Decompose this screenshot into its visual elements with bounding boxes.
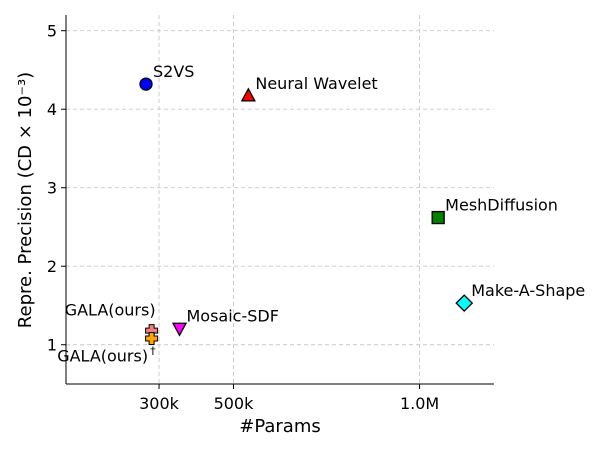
point-label: Mosaic-SDF (187, 306, 279, 325)
data-point (240, 87, 256, 102)
y-axis-label: Repre. Precision (CD × 10⁻³) (15, 72, 36, 328)
x-tick-label: 300k (139, 394, 180, 413)
y-tick-label: 2 (47, 257, 57, 276)
point-label: GALA(ours) † (57, 344, 156, 365)
data-point (145, 331, 159, 345)
data-point (455, 294, 474, 313)
data-point (431, 210, 445, 225)
x-tick-label: 500k (214, 394, 255, 413)
y-tick-label: 5 (47, 22, 57, 41)
ticks: 1 2 3 4 5 300k 500k 1.0M (47, 22, 439, 413)
data-point (139, 77, 153, 91)
x-axis-label: #Params (239, 416, 321, 437)
y-tick-label: 1 (47, 336, 57, 355)
y-tick-label: 4 (47, 100, 57, 119)
point-label: MeshDiffusion (445, 196, 558, 215)
axes (65, 15, 494, 385)
y-tick-label: 3 (47, 179, 57, 198)
point-label: Neural Wavelet (255, 74, 377, 93)
data-points (139, 77, 474, 345)
point-label: S2VS (153, 62, 194, 81)
point-labels: S2VS Neural Wavelet MeshDiffusion Make-A-Sh… (57, 62, 585, 365)
x-tick-label: 1.0M (400, 394, 439, 413)
data-point (171, 322, 188, 337)
grid-lines (66, 15, 494, 384)
point-label: Make-A-Shape (471, 281, 585, 300)
point-label: GALA(ours) (65, 301, 156, 320)
